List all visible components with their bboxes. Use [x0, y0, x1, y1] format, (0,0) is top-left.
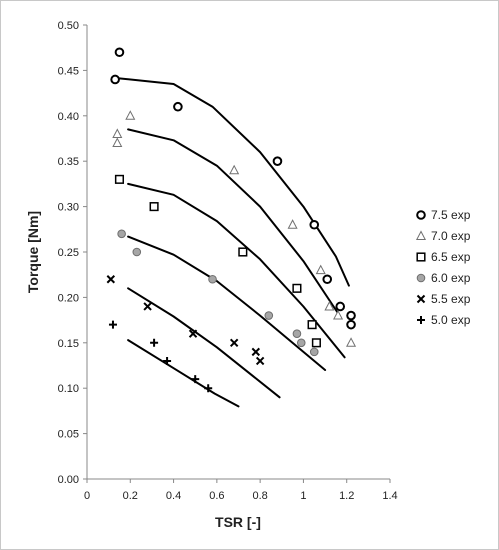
x-tick-label: 0.8	[252, 490, 267, 502]
model-curve	[127, 339, 240, 408]
y-tick-label: 0.50	[58, 20, 79, 32]
data-point	[112, 128, 123, 138]
data-point	[309, 219, 320, 230]
data-point	[204, 384, 213, 393]
data-point	[150, 338, 159, 347]
data-point	[287, 219, 298, 229]
data-point	[114, 174, 125, 184]
y-ticks: 0.00 0.05 0.10 0.15 0.20 0.25 0.30 0.35 0.40 0.45…	[58, 20, 87, 486]
y-tick-label: 0.30	[58, 202, 79, 214]
legend-label: 6.5 exp	[431, 250, 471, 264]
model-curves	[112, 76, 350, 408]
data-point	[324, 300, 335, 311]
data-point	[272, 156, 283, 166]
legend-marker	[415, 230, 427, 240]
x-tick-label: 1	[300, 490, 306, 502]
data-point	[229, 338, 239, 348]
data-point	[292, 283, 302, 293]
data-point	[346, 310, 356, 321]
y-tick-label: 0.35	[58, 156, 79, 168]
data-point	[188, 329, 198, 338]
data-point	[322, 274, 333, 285]
data-point	[309, 347, 319, 357]
legend-marker	[416, 273, 426, 283]
legend-marker	[416, 210, 426, 220]
x-tick-label: 0	[84, 490, 90, 502]
y-tick-label: 0.40	[58, 111, 79, 123]
data-point	[307, 320, 317, 330]
data-points	[106, 47, 357, 393]
data-point	[108, 320, 117, 329]
legend: 7.5 exp 7.0 exp 6.5 exp 6.0 exp 5.5 exp 5.0 e…	[415, 208, 471, 327]
y-tick-label: 0.20	[58, 292, 79, 304]
y-tick-label: 0.00	[58, 474, 79, 486]
data-point	[191, 375, 200, 384]
legend-marker	[417, 316, 425, 324]
data-point	[346, 337, 357, 347]
x-tick-label: 1.2	[339, 490, 354, 502]
model-curve	[127, 235, 327, 371]
x-axis-title: TSR [-]	[215, 514, 261, 530]
data-point	[346, 319, 356, 330]
legend-label: 5.5 exp	[431, 292, 471, 306]
data-point	[125, 110, 136, 120]
legend-label: 7.5 exp	[431, 208, 471, 222]
data-point	[132, 247, 142, 257]
data-point	[149, 202, 159, 212]
data-point	[296, 338, 306, 348]
data-point	[163, 356, 172, 365]
data-point	[106, 275, 116, 284]
data-point	[173, 101, 183, 112]
data-point	[251, 347, 261, 357]
data-point	[229, 164, 240, 175]
data-point	[333, 309, 344, 320]
data-point	[208, 274, 217, 284]
x-tick-label: 0.4	[166, 490, 181, 502]
legend-label: 6.0 exp	[431, 271, 471, 285]
model-curve	[127, 128, 342, 318]
y-axis-title: Torque [Nm]	[25, 211, 41, 293]
data-point	[143, 302, 152, 311]
model-curve	[112, 76, 350, 287]
data-point	[255, 356, 265, 366]
data-point	[117, 229, 126, 239]
legend-marker	[416, 294, 426, 304]
model-curve	[127, 182, 346, 359]
y-tick-label: 0.25	[58, 247, 79, 259]
x-ticks: 0 0.2 0.4 0.6 0.8 1 1.2 1.4	[84, 479, 398, 502]
x-tick-label: 0.2	[123, 490, 138, 502]
y-tick-label: 0.10	[58, 383, 79, 395]
data-point	[114, 47, 125, 58]
legend-label: 5.0 exp	[431, 313, 471, 327]
y-tick-label: 0.05	[58, 429, 79, 441]
x-tick-label: 0.6	[209, 490, 224, 502]
y-tick-label: 0.45	[58, 65, 79, 77]
legend-marker	[416, 252, 426, 262]
data-point	[292, 329, 302, 339]
data-point	[112, 137, 123, 148]
y-tick-label: 0.15	[58, 338, 79, 350]
data-point	[311, 338, 321, 348]
data-point	[110, 74, 120, 85]
data-point	[315, 264, 326, 275]
data-point	[335, 301, 346, 312]
data-point	[264, 311, 274, 320]
x-tick-label: 1.4	[382, 490, 397, 502]
data-point	[238, 247, 248, 257]
legend-label: 7.0 exp	[431, 229, 471, 243]
